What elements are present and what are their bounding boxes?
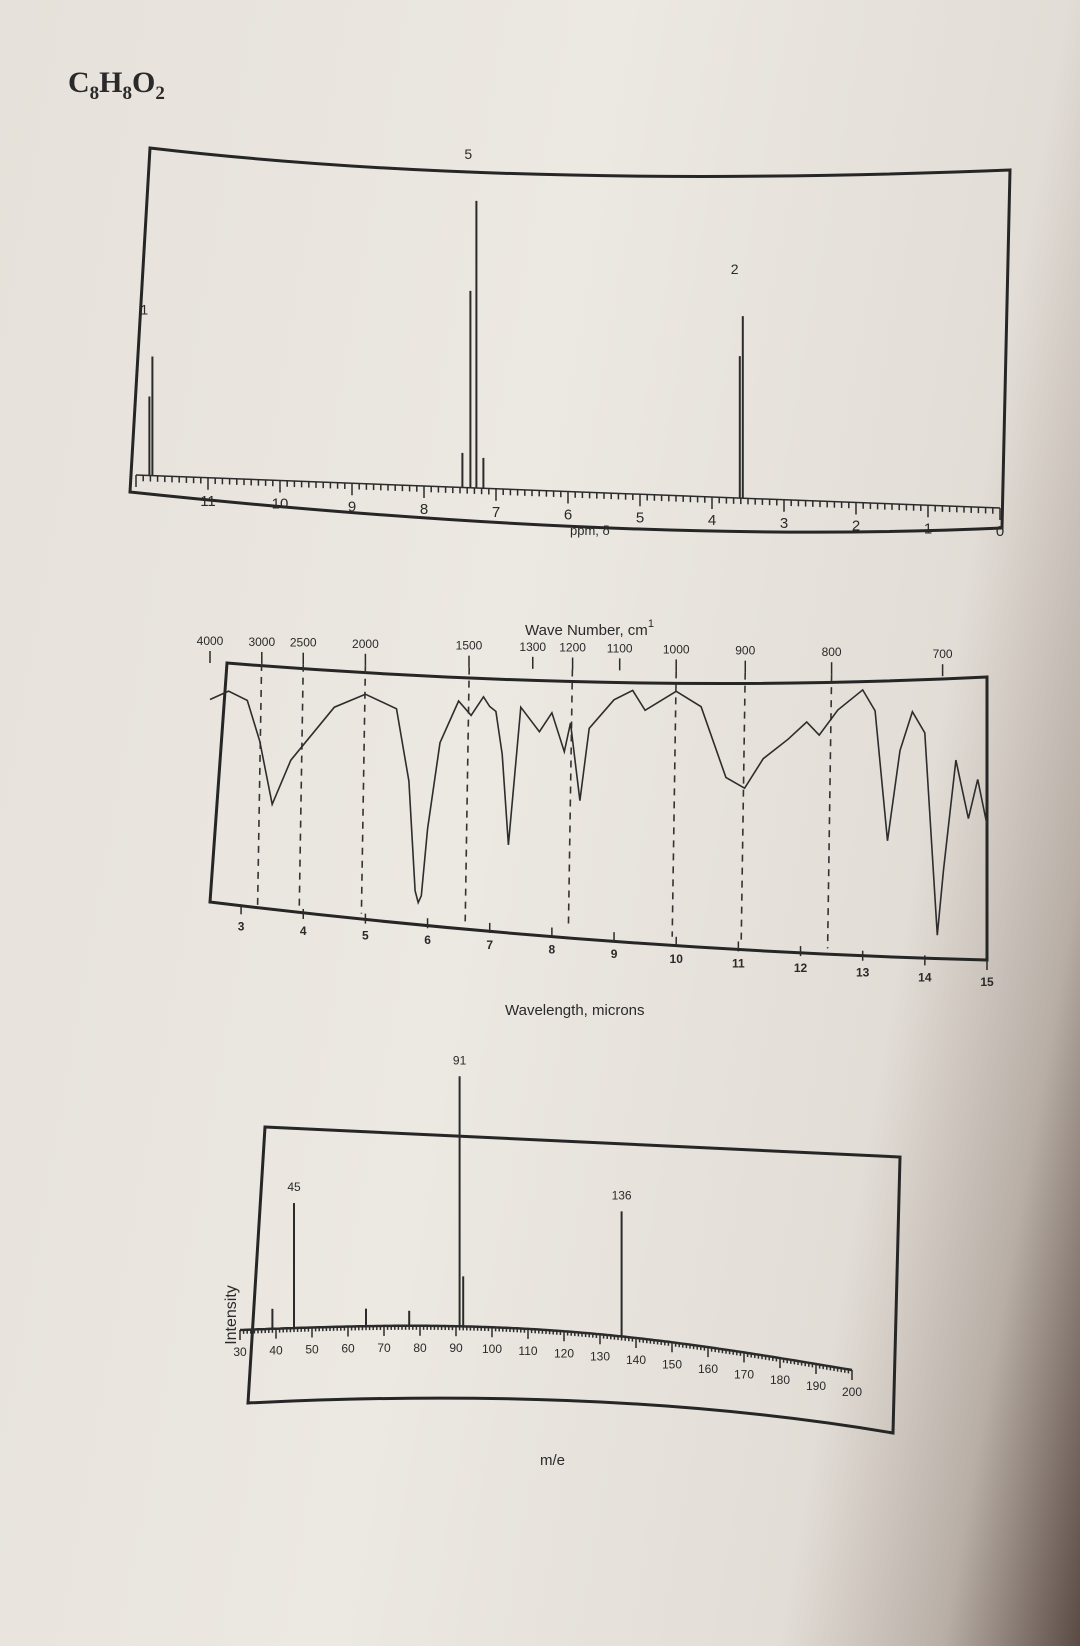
ir-top-tick-label: 800 xyxy=(822,645,842,659)
nmr-tick-label: 3 xyxy=(780,515,788,532)
ms-tick-label: 160 xyxy=(698,1362,718,1376)
ir-reference-dashes xyxy=(256,663,833,949)
ir-top-tick-label: 1100 xyxy=(607,641,633,655)
ir-bottom-tick-label: 12 xyxy=(794,961,808,975)
nmr-integration-label: 5 xyxy=(464,146,472,162)
ms-minor-ticks xyxy=(239,1324,853,1380)
mass-spectrum: 45 91 136 30 40 50 60 70 80 90 100 110 120 130 140 150… xyxy=(223,1053,902,1469)
ir-bottom-tick-label: 6 xyxy=(424,933,431,947)
nmr-tick-label: 11 xyxy=(200,493,216,510)
ms-x-axis-label: m/e xyxy=(540,1452,565,1469)
nmr-tick-label: 10 xyxy=(272,496,289,513)
ms-tick-label: 80 xyxy=(413,1341,427,1355)
ms-tick-label: 40 xyxy=(269,1344,283,1358)
ms-tick-label: 140 xyxy=(626,1353,646,1367)
ms-peak-label: 91 xyxy=(453,1053,467,1067)
nmr-frame xyxy=(128,146,1012,534)
nmr-tick-label: 6 xyxy=(564,507,572,524)
ir-x-axis-label: Wavelength, microns xyxy=(505,1002,645,1019)
ir-bottom-tick-label: 11 xyxy=(732,956,745,970)
ms-tick-label: 200 xyxy=(842,1385,862,1399)
nmr-tick-labels: 11 10 9 8 7 6 5 4 3 2 1 0 xyxy=(200,493,1004,540)
ms-tick-label: 190 xyxy=(806,1379,826,1393)
nmr-peaks: 1 5 2 xyxy=(140,146,744,499)
ms-frame xyxy=(246,1125,902,1435)
ir-bottom-tick-label: 8 xyxy=(549,943,556,957)
ir-top-tick-label: 2500 xyxy=(290,636,317,650)
ms-tick-label: 110 xyxy=(518,1344,537,1358)
ir-dashed-guide xyxy=(567,669,574,930)
ir-top-tick-label: 700 xyxy=(933,647,953,661)
ir-dashed-guide xyxy=(740,672,746,942)
ir-top-tick-label: 1300 xyxy=(519,640,546,654)
ms-tick-label: 150 xyxy=(662,1357,682,1371)
nmr-tick-label: 2 xyxy=(852,518,860,535)
nmr-integration-label: 1 xyxy=(140,302,148,318)
ms-tick-label: 50 xyxy=(305,1342,319,1356)
ms-baseline xyxy=(239,1324,853,1372)
ir-bottom-tick-label: 9 xyxy=(611,947,618,961)
ir-dashed-guide xyxy=(360,665,367,914)
ms-peak-label: 45 xyxy=(287,1180,301,1194)
ir-bottom-tick-labels: 3 4 5 6 7 8 9 10 11 12 13 14 15 xyxy=(238,904,994,989)
ir-spectrum: 4000 3000 2500 2000 1500 1300 1200 1100 1000 900 8… xyxy=(197,618,994,1019)
ms-tick-label: 30 xyxy=(233,1345,247,1359)
ir-dashed-guide xyxy=(671,671,677,937)
ir-top-axis-text: Wave Number, cm xyxy=(525,622,648,639)
ir-top-tick-label: 1500 xyxy=(456,639,483,653)
ms-peaks: 45 91 136 xyxy=(271,1053,632,1337)
ir-dashed-guide xyxy=(298,664,305,909)
ir-dashed-guide xyxy=(826,674,833,949)
ir-bottom-tick-label: 5 xyxy=(362,929,369,943)
nmr-spectrum: 11 10 9 8 7 6 5 4 3 2 1 0 152 ppm, δ xyxy=(128,146,1012,540)
ms-tick-label: 130 xyxy=(590,1349,610,1363)
ir-top-tick-label: 2000 xyxy=(352,637,379,651)
ir-bottom-tick-label: 13 xyxy=(856,966,870,980)
ms-tick-labels: 30 40 50 60 70 80 90 100 110 120 130 140 150 160 170 18… xyxy=(233,1341,862,1399)
nmr-integration-label: 2 xyxy=(731,261,739,277)
ir-dashed-guide xyxy=(464,667,471,922)
ms-tick-label: 170 xyxy=(734,1367,754,1381)
nmr-minor-ticks xyxy=(135,475,1001,520)
ir-top-axis-superscript: 1 xyxy=(648,618,654,630)
nmr-x-axis-label: ppm, δ xyxy=(570,523,610,538)
ir-bottom-tick-label: 4 xyxy=(300,924,307,938)
ms-tick-label: 100 xyxy=(482,1342,502,1356)
nmr-tick-label: 4 xyxy=(708,512,716,529)
nmr-tick-label: 0 xyxy=(996,523,1004,540)
ir-bottom-tick-label: 7 xyxy=(486,938,493,952)
nmr-tick-label: 7 xyxy=(492,504,500,521)
ms-tick-label: 90 xyxy=(449,1341,463,1355)
ir-bottom-tick-label: 15 xyxy=(980,975,994,989)
ir-top-tick-label: 1000 xyxy=(663,642,690,656)
ir-frame xyxy=(208,661,989,962)
ir-bottom-tick-label: 14 xyxy=(918,970,932,984)
ir-top-tick-label: 3000 xyxy=(248,635,275,649)
ir-dashed-guide xyxy=(256,663,263,906)
ir-top-tick-label: 4000 xyxy=(197,634,224,648)
ir-top-tick-label: 900 xyxy=(735,644,755,658)
ir-top-axis-label: Wave Number, cm1 xyxy=(525,618,654,639)
nmr-tick-label: 8 xyxy=(420,501,428,518)
ir-top-tick-labels: 4000 3000 2500 2000 1500 1300 1200 1100 1000 900 8… xyxy=(197,634,953,677)
ms-tick-label: 60 xyxy=(341,1342,355,1356)
ms-peak-label: 136 xyxy=(612,1188,632,1202)
ir-bottom-tick-label: 10 xyxy=(670,952,684,966)
molecular-formula: C8H8O2 xyxy=(68,66,165,104)
ms-tick-label: 180 xyxy=(770,1373,790,1387)
nmr-tick-label: 9 xyxy=(348,498,356,515)
ir-top-tick-label: 1200 xyxy=(559,641,586,655)
ms-tick-label: 120 xyxy=(554,1346,574,1360)
ir-trace xyxy=(209,688,988,936)
nmr-tick-label: 5 xyxy=(636,509,644,526)
ms-y-axis-label: Intensity xyxy=(223,1285,240,1345)
ms-tick-label: 70 xyxy=(377,1341,391,1355)
nmr-tick-label: 1 xyxy=(924,520,932,537)
ir-bottom-tick-label: 3 xyxy=(238,919,245,933)
